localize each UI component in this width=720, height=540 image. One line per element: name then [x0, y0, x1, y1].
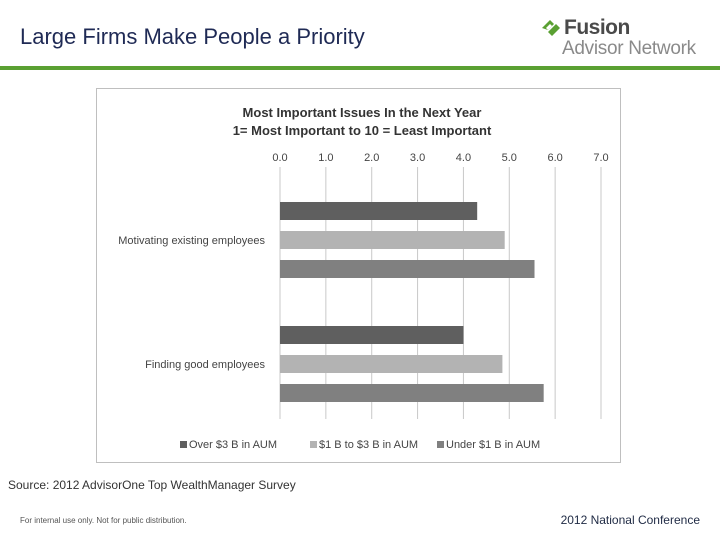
bar-chart: Most Important Issues In the Next Year 1…: [118, 105, 608, 451]
x-tick-label: 0.0: [272, 152, 287, 164]
x-tick-label: 1.0: [318, 152, 333, 164]
legend-label: Under $1 B in AUM: [446, 439, 540, 451]
bar: [280, 202, 478, 220]
slide-title: Large Firms Make People a Priority: [20, 24, 365, 49]
logo-wordmark-advisor-network: Advisor Network: [562, 38, 696, 59]
legend: Over $3 B in AUM $1 B to $3 B in AUM Under…: [180, 439, 540, 451]
category-label: Motivating existing employees: [118, 235, 265, 247]
x-tick-label: 5.0: [502, 152, 517, 164]
x-tick-label: 4.0: [456, 152, 471, 164]
x-axis-ticks: 0.0 1.0 2.0 3.0 4.0 5.0 6.0 7.0: [272, 152, 608, 164]
fusion-leaf-icon: [542, 20, 560, 36]
header-divider: [0, 66, 720, 70]
bar: [280, 355, 503, 373]
chart-frame: Most Important Issues In the Next Year 1…: [96, 88, 621, 463]
x-tick-label: 3.0: [410, 152, 425, 164]
bars: [280, 202, 544, 402]
footer-conference: 2012 National Conference: [560, 513, 700, 527]
logo-wordmark-fusion: Fusion: [564, 16, 630, 39]
legend-label: Over $3 B in AUM: [189, 439, 277, 451]
legend-swatch: [437, 441, 444, 448]
category-labels: Motivating existing employees Finding goo…: [118, 235, 265, 371]
bar: [280, 326, 464, 344]
legend-swatch: [310, 441, 317, 448]
legend-swatch: [180, 441, 187, 448]
bar: [280, 260, 535, 278]
bar: [280, 384, 544, 402]
x-tick-label: 7.0: [593, 152, 608, 164]
fusion-logo: Fusion Advisor Network: [540, 16, 710, 59]
chart-subtitle: 1= Most Important to 10 = Least Importan…: [233, 123, 492, 138]
bar: [280, 231, 505, 249]
chart-title: Most Important Issues In the Next Year: [243, 105, 482, 120]
legend-label: $1 B to $3 B in AUM: [319, 439, 418, 451]
footer-disclaimer: For internal use only. Not for public di…: [20, 516, 187, 525]
x-tick-label: 6.0: [547, 152, 562, 164]
category-label: Finding good employees: [145, 359, 265, 371]
x-tick-label: 2.0: [364, 152, 379, 164]
source-note: Source: 2012 AdvisorOne Top WealthManage…: [8, 478, 296, 492]
